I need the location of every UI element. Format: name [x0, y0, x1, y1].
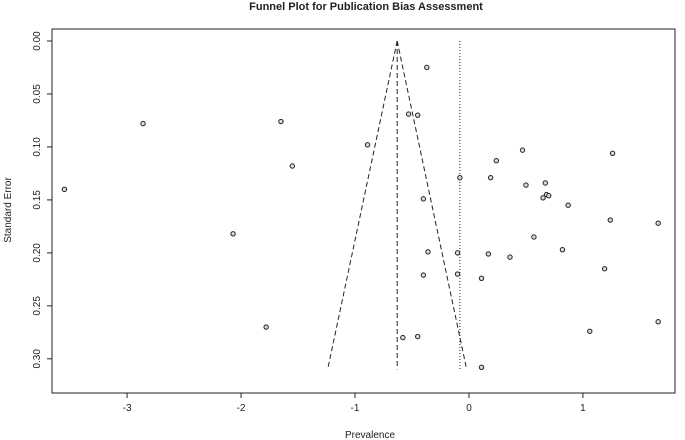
y-tick-label: 0.15 — [32, 190, 43, 210]
study-point — [601, 266, 608, 272]
study-point — [400, 334, 406, 341]
study-point — [263, 324, 269, 330]
study-point — [405, 111, 412, 117]
study-point — [565, 202, 571, 208]
study-point — [609, 150, 616, 156]
x-tick-label: -1 — [351, 403, 360, 414]
study-point — [414, 333, 421, 340]
study-point — [487, 174, 494, 181]
study-point — [546, 192, 552, 199]
study-point — [140, 120, 146, 127]
x-tick-label: 0 — [466, 403, 472, 414]
study-point — [540, 195, 546, 201]
study-point — [424, 64, 430, 71]
study-point — [425, 249, 431, 255]
y-axis-label: Standard Error — [3, 177, 14, 243]
study-point — [420, 272, 427, 278]
study-point — [493, 158, 500, 164]
funnel-right-boundary — [396, 40, 468, 370]
study-point — [655, 319, 661, 325]
study-point — [478, 275, 485, 281]
study-point — [278, 118, 284, 125]
y-tick-label: 0.25 — [32, 296, 43, 316]
y-tick-label: 0.20 — [32, 243, 43, 263]
study-point — [607, 217, 613, 223]
study-point — [414, 112, 421, 118]
funnel-left-boundary — [327, 40, 398, 370]
chart-title: Funnel Plot for Publication Bias Assessm… — [249, 1, 483, 13]
study-point — [230, 231, 236, 237]
study-point — [542, 180, 549, 186]
study-point — [457, 174, 463, 181]
x-tick-label: 1 — [580, 403, 586, 414]
study-point — [587, 328, 593, 334]
plot-frame — [51, 28, 676, 394]
x-tick-label: -3 — [123, 403, 132, 414]
study-point — [523, 182, 529, 188]
study-point — [559, 246, 566, 253]
study-point — [531, 234, 537, 240]
x-tick-label: -2 — [237, 403, 246, 414]
study-point — [289, 163, 296, 169]
study-point — [519, 147, 526, 153]
plot-area: -3 -2 -1 0 1 0.00 0.05 0.10 0.15 0.20 0.25 0.30 — [32, 31, 661, 414]
y-tick-label: 0.10 — [32, 137, 43, 157]
study-point — [61, 186, 68, 193]
y-tick-label: 0.00 — [32, 31, 43, 51]
study-point — [478, 364, 485, 370]
study-point — [507, 254, 513, 260]
study-point — [420, 196, 427, 202]
study-point — [454, 271, 461, 277]
study-point — [655, 220, 661, 226]
y-tick-label: 0.05 — [32, 84, 43, 104]
study-point — [485, 251, 492, 257]
y-tick-label: 0.30 — [32, 349, 43, 369]
study-point — [454, 250, 461, 256]
study-point — [364, 142, 371, 148]
x-axis-label: Prevalence — [345, 430, 395, 440]
